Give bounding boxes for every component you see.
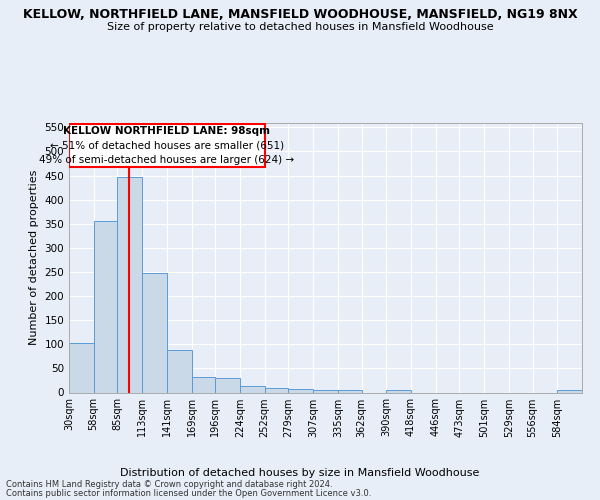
Text: 49% of semi-detached houses are larger (624) →: 49% of semi-detached houses are larger (… — [39, 155, 295, 165]
Text: Size of property relative to detached houses in Mansfield Woodhouse: Size of property relative to detached ho… — [107, 22, 493, 32]
FancyBboxPatch shape — [69, 124, 265, 167]
Bar — [313, 390, 338, 392]
Bar — [289, 389, 313, 392]
Bar — [69, 343, 94, 392]
Bar — [240, 386, 265, 392]
Text: KELLOW NORTHFIELD LANE: 98sqm: KELLOW NORTHFIELD LANE: 98sqm — [64, 126, 271, 136]
Text: Contains public sector information licensed under the Open Government Licence v3: Contains public sector information licen… — [6, 490, 371, 498]
Bar — [557, 390, 582, 392]
Text: Distribution of detached houses by size in Mansfield Woodhouse: Distribution of detached houses by size … — [121, 468, 479, 477]
Bar — [191, 377, 215, 392]
Bar — [386, 390, 411, 392]
Bar — [118, 177, 142, 392]
Text: Contains HM Land Registry data © Crown copyright and database right 2024.: Contains HM Land Registry data © Crown c… — [6, 480, 332, 489]
Text: ← 51% of detached houses are smaller (651): ← 51% of detached houses are smaller (65… — [50, 140, 284, 150]
Bar — [215, 378, 240, 392]
Bar — [265, 388, 289, 392]
Text: KELLOW, NORTHFIELD LANE, MANSFIELD WOODHOUSE, MANSFIELD, NG19 8NX: KELLOW, NORTHFIELD LANE, MANSFIELD WOODH… — [23, 8, 577, 20]
Bar — [167, 350, 191, 393]
Bar — [94, 222, 118, 392]
Bar — [142, 274, 167, 392]
Bar — [338, 390, 362, 392]
Y-axis label: Number of detached properties: Number of detached properties — [29, 170, 39, 345]
